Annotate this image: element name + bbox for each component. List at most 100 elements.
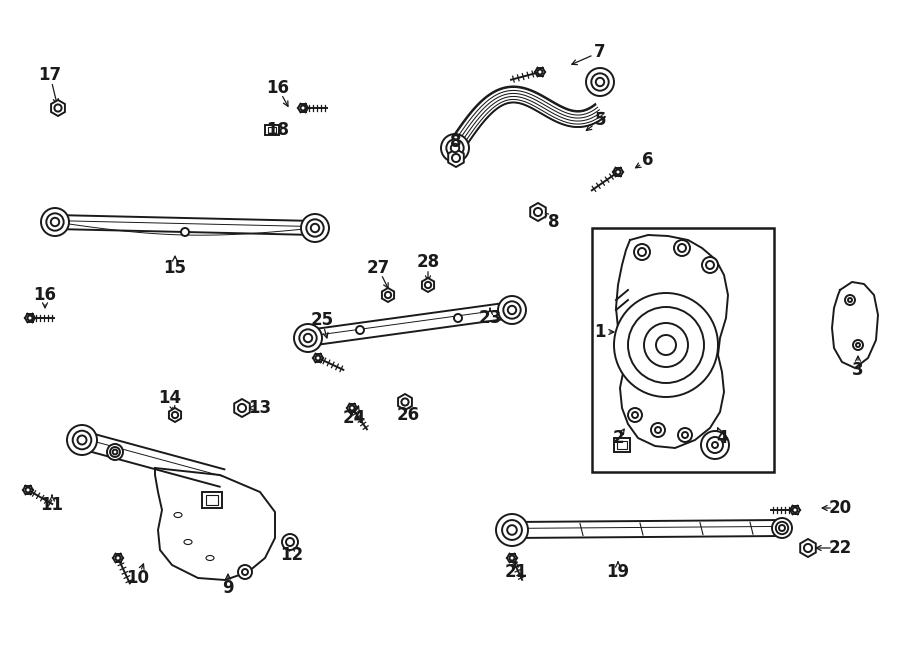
Circle shape [655,427,661,433]
Polygon shape [530,203,545,221]
Polygon shape [422,278,434,292]
Circle shape [701,431,729,459]
Circle shape [304,334,312,342]
Circle shape [454,314,462,322]
Ellipse shape [206,555,214,561]
Bar [614,438,630,452]
Text: 8: 8 [450,133,462,151]
Polygon shape [448,149,464,167]
Circle shape [856,343,860,347]
Text: 5: 5 [594,111,606,129]
Bar [206,495,218,504]
Circle shape [107,444,123,460]
Polygon shape [234,399,250,417]
Circle shape [46,213,64,230]
Circle shape [712,442,718,448]
Circle shape [301,105,305,111]
Bar [617,441,626,449]
Circle shape [616,169,620,175]
Polygon shape [169,408,181,422]
Text: 2: 2 [612,429,624,447]
Text: 20: 20 [828,499,851,517]
Circle shape [804,544,812,552]
Circle shape [498,296,526,324]
Circle shape [67,425,97,455]
Bar [592,228,774,472]
Circle shape [644,323,688,367]
Text: 11: 11 [40,496,64,514]
Circle shape [779,525,785,531]
Text: 12: 12 [281,546,303,564]
Circle shape [707,437,723,453]
Circle shape [54,105,61,112]
Text: 1: 1 [594,323,606,341]
Polygon shape [512,520,782,538]
Circle shape [242,569,248,575]
Circle shape [502,520,522,540]
Circle shape [678,244,686,252]
Circle shape [674,240,690,256]
Text: 6: 6 [643,151,653,169]
Text: 24: 24 [342,409,365,427]
Circle shape [349,406,355,410]
Polygon shape [832,282,878,368]
Polygon shape [800,539,815,557]
Text: 27: 27 [366,259,390,277]
Circle shape [632,412,638,418]
Ellipse shape [184,540,192,545]
Circle shape [385,292,392,298]
Circle shape [853,340,863,350]
Circle shape [508,525,517,535]
Circle shape [172,412,178,418]
Circle shape [238,565,252,579]
Text: 8: 8 [548,213,560,231]
Text: 16: 16 [266,79,290,97]
Circle shape [793,508,797,512]
Circle shape [425,282,431,288]
Circle shape [678,428,692,442]
Circle shape [509,555,515,561]
Ellipse shape [174,512,182,518]
Circle shape [441,134,469,162]
Circle shape [112,449,117,454]
Circle shape [845,295,855,305]
Circle shape [301,214,329,242]
Circle shape [628,408,642,422]
Bar [265,125,279,135]
Circle shape [73,431,91,449]
Circle shape [306,219,324,237]
Polygon shape [155,468,275,580]
Bar [202,492,222,508]
Circle shape [41,208,69,236]
Text: 13: 13 [248,399,272,417]
Circle shape [534,208,542,216]
Text: 25: 25 [310,311,334,329]
Text: 14: 14 [158,389,182,407]
Circle shape [286,538,294,546]
Circle shape [503,301,521,318]
Circle shape [446,139,464,157]
Text: 10: 10 [127,569,149,587]
Circle shape [238,404,246,412]
Circle shape [300,329,317,347]
Circle shape [181,228,189,236]
Text: 17: 17 [39,66,61,84]
Circle shape [496,514,528,546]
Text: 26: 26 [396,406,419,424]
Text: 19: 19 [607,563,630,581]
Circle shape [586,68,614,96]
Circle shape [634,244,650,260]
Circle shape [356,326,364,334]
Circle shape [638,248,646,256]
Text: 3: 3 [852,361,864,379]
Circle shape [848,298,852,302]
Circle shape [656,335,676,355]
Circle shape [628,307,704,383]
Circle shape [772,518,792,538]
Circle shape [452,154,460,162]
Circle shape [50,218,59,226]
Text: 28: 28 [417,253,439,271]
Polygon shape [398,394,412,410]
Circle shape [25,487,31,493]
Circle shape [591,73,608,91]
